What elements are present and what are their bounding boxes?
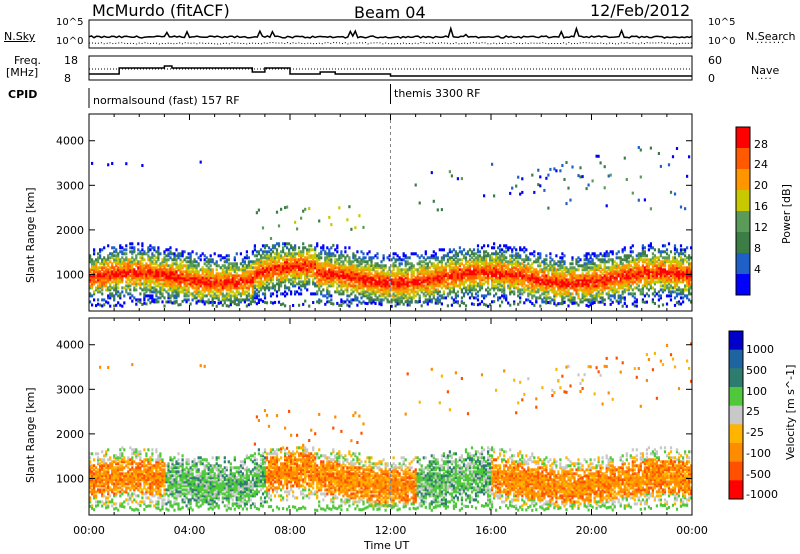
velocity-ytick-label: 1000 bbox=[56, 472, 84, 485]
power-ytick-label: 2000 bbox=[56, 224, 84, 237]
vel-colorbar-tick-7: -1000 bbox=[746, 488, 778, 501]
power-colorbar-swatch bbox=[736, 190, 750, 212]
nsearch-line bbox=[88, 41, 692, 45]
velocity-ytick-label: 2000 bbox=[56, 428, 84, 441]
velocity-colorbar-swatch bbox=[729, 349, 743, 369]
freq-label-line1: Freq. bbox=[14, 54, 42, 67]
nave-label: Nave bbox=[751, 64, 780, 77]
station-title: McMurdo (fitACF) bbox=[92, 1, 230, 20]
vel-colorbar-tick-6: -500 bbox=[746, 468, 771, 481]
x-tick-label: 00:00 bbox=[73, 524, 105, 537]
nsky-panel-frame bbox=[88, 19, 693, 49]
cpid-label: CPID bbox=[8, 88, 38, 101]
vel-colorbar-tick-1: 500 bbox=[746, 364, 767, 377]
power-colorbar-swatch bbox=[736, 232, 750, 254]
date-title: 12/Feb/2012 bbox=[590, 1, 691, 20]
freq-tick-bottom: 8 bbox=[64, 72, 71, 85]
velocity-ytick-label: 3000 bbox=[56, 383, 84, 396]
freq-panel-frame bbox=[88, 55, 693, 81]
freq-label-line2: [MHz] bbox=[6, 66, 39, 79]
velocity-colorbar-swatch bbox=[729, 331, 743, 351]
power-ytick-label: 1000 bbox=[56, 268, 84, 281]
vel-colorbar-tick-2: 100 bbox=[746, 385, 767, 398]
velocity-colorbar-frame bbox=[728, 330, 744, 500]
vel-colorbar-tick-0: 1000 bbox=[746, 343, 774, 356]
nsearch-tick-bottom: 10^0 bbox=[708, 36, 736, 47]
velocity-colorbar-swatch bbox=[729, 368, 743, 388]
velocity-ytick-label: 4000 bbox=[56, 339, 84, 352]
power-colorbar-tick-2: 20 bbox=[754, 179, 768, 192]
power-ytick-label: 3000 bbox=[56, 179, 84, 192]
vel-colorbar-tick-5: -100 bbox=[746, 447, 771, 460]
power-colorbar-swatch bbox=[736, 127, 750, 149]
freq-line bbox=[89, 65, 692, 77]
nsearch-tick-top: 10^5 bbox=[708, 17, 736, 28]
x-tick-label: 20:00 bbox=[576, 524, 608, 537]
vel-colorbar-tick-4: -25 bbox=[746, 426, 764, 439]
nave-tick-top: 60 bbox=[708, 54, 722, 67]
velocity-colorbar-swatch bbox=[729, 405, 743, 425]
velocity-colorbar-swatch bbox=[729, 387, 743, 407]
power-colorbar-swatch bbox=[736, 169, 750, 191]
nave-tick-bottom: 0 bbox=[708, 72, 715, 85]
velocity-heatmap-cells bbox=[89, 342, 693, 512]
power-colorbar-tick-6: 4 bbox=[754, 263, 761, 276]
power-colorbar-swatch bbox=[736, 253, 750, 275]
nsearch-legend-dots: ······· bbox=[756, 38, 786, 49]
beam-title: Beam 04 bbox=[354, 3, 426, 22]
velocity-colorbar-swatch bbox=[729, 424, 743, 444]
freq-tick-top: 18 bbox=[64, 54, 78, 67]
power-colorbar-swatch bbox=[736, 274, 750, 296]
power-ytick-label: 4000 bbox=[56, 135, 84, 148]
velocity-colorbar-swatch bbox=[729, 443, 743, 463]
vel-colorbar-tick-3: 25 bbox=[746, 405, 760, 418]
power-colorbar-swatch bbox=[736, 148, 750, 170]
nsearch-label: N.Search bbox=[746, 30, 796, 43]
power-colorbar-swatch bbox=[736, 211, 750, 233]
power-colorbar-tick-3: 16 bbox=[754, 200, 768, 213]
power-colorbar-frame bbox=[735, 126, 751, 296]
cpid-segment-1: normalsound (fast) 157 RF bbox=[93, 94, 240, 107]
power-colorbar-tick-1: 24 bbox=[754, 158, 768, 171]
nsky-tick-top: 10^5 bbox=[56, 17, 84, 28]
power-colorbar-tick-5: 8 bbox=[754, 242, 761, 255]
power-colorbar-tick-0: 28 bbox=[754, 138, 768, 151]
x-tick-label: 16:00 bbox=[475, 524, 507, 537]
power-heatmap-cells bbox=[89, 146, 693, 308]
x-tick-label: 12:00 bbox=[375, 524, 407, 537]
power-colorbar-tick-4: 12 bbox=[754, 221, 768, 234]
nsky-line bbox=[88, 25, 693, 39]
velocity-colorbar-swatch bbox=[729, 480, 743, 500]
velocity-colorbar-swatch bbox=[729, 461, 743, 481]
x-tick-label: 08:00 bbox=[274, 524, 306, 537]
x-tick-label: 04:00 bbox=[174, 524, 206, 537]
nsky-tick-bottom: 10^0 bbox=[56, 36, 84, 47]
x-axis-label: Time UT bbox=[364, 539, 410, 552]
nave-legend-dots: ···· bbox=[756, 74, 773, 85]
x-tick-label: 00:00 bbox=[676, 524, 708, 537]
nsky-label: N.Sky bbox=[4, 30, 36, 43]
cpid-segment-2: themis 3300 RF bbox=[394, 87, 481, 100]
